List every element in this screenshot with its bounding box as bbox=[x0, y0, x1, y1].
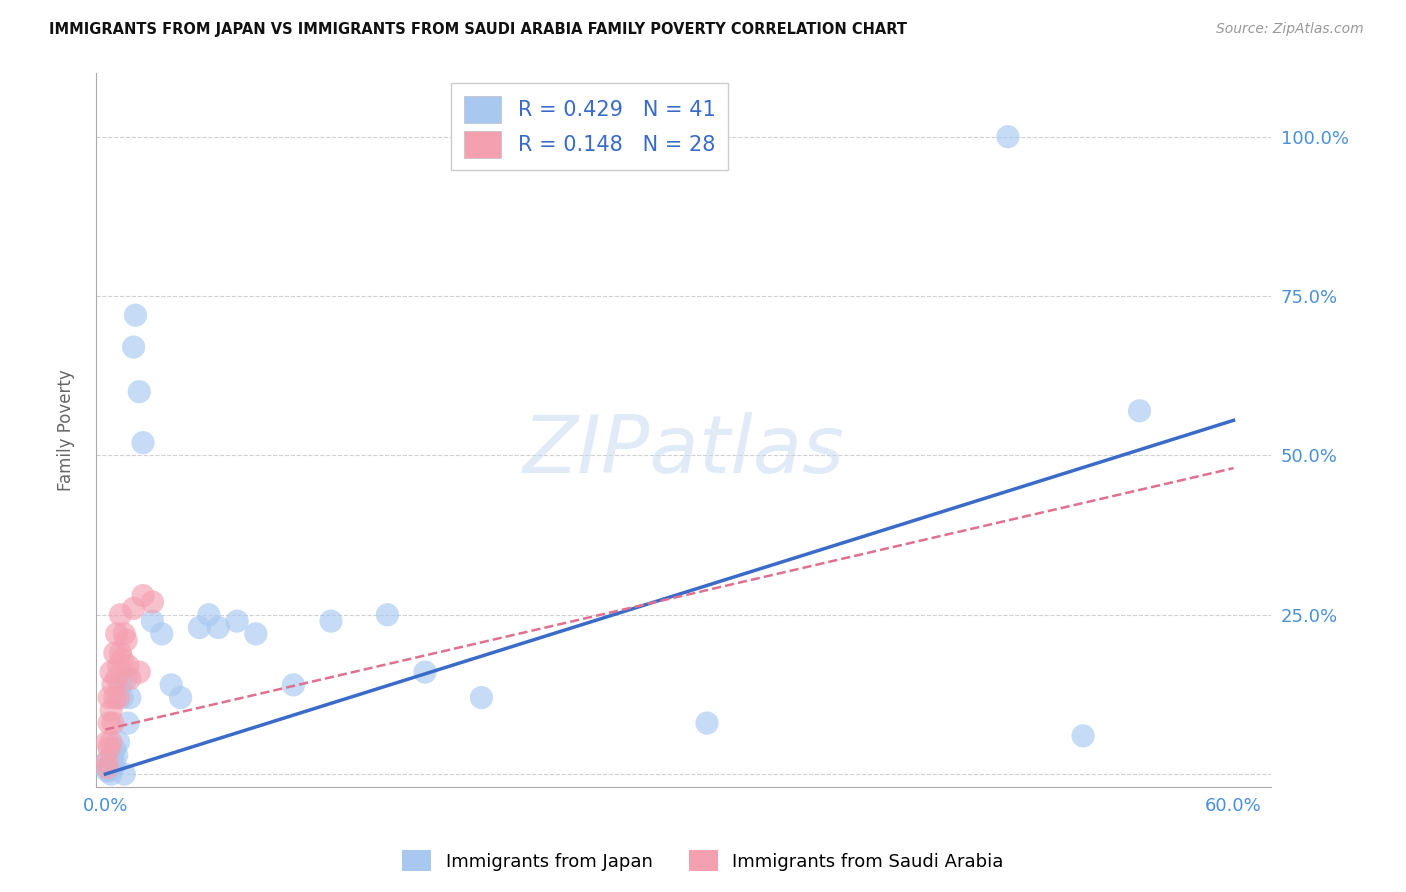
Point bbox=[118, 672, 141, 686]
Point bbox=[283, 678, 305, 692]
Legend: R = 0.429   N = 41, R = 0.148   N = 28: R = 0.429 N = 41, R = 0.148 N = 28 bbox=[451, 83, 728, 170]
Point bbox=[115, 672, 138, 686]
Point bbox=[207, 620, 229, 634]
Point bbox=[141, 595, 163, 609]
Point bbox=[112, 627, 135, 641]
Point bbox=[150, 627, 173, 641]
Point bbox=[105, 747, 128, 762]
Point bbox=[96, 735, 118, 749]
Point bbox=[107, 735, 129, 749]
Point bbox=[105, 672, 128, 686]
Point bbox=[319, 614, 342, 628]
Point bbox=[122, 601, 145, 615]
Point bbox=[470, 690, 492, 705]
Point bbox=[100, 735, 122, 749]
Point bbox=[124, 308, 146, 322]
Point bbox=[107, 690, 129, 705]
Point bbox=[111, 690, 134, 705]
Point bbox=[104, 757, 127, 772]
Point bbox=[110, 607, 132, 622]
Point bbox=[105, 627, 128, 641]
Legend: Immigrants from Japan, Immigrants from Saudi Arabia: Immigrants from Japan, Immigrants from S… bbox=[395, 843, 1011, 879]
Point bbox=[132, 435, 155, 450]
Point bbox=[188, 620, 211, 634]
Y-axis label: Family Poverty: Family Poverty bbox=[58, 369, 75, 491]
Point bbox=[198, 607, 221, 622]
Point bbox=[98, 690, 121, 705]
Point bbox=[1128, 404, 1150, 418]
Point bbox=[118, 690, 141, 705]
Point bbox=[169, 690, 191, 705]
Point bbox=[98, 764, 121, 778]
Point bbox=[98, 716, 121, 731]
Point bbox=[107, 658, 129, 673]
Point bbox=[110, 646, 132, 660]
Point bbox=[101, 747, 124, 762]
Point bbox=[100, 767, 122, 781]
Point bbox=[997, 129, 1019, 144]
Point bbox=[101, 761, 124, 775]
Point bbox=[1071, 729, 1094, 743]
Point bbox=[141, 614, 163, 628]
Point bbox=[111, 652, 134, 666]
Point bbox=[100, 703, 122, 717]
Point bbox=[112, 767, 135, 781]
Point bbox=[128, 665, 150, 679]
Point bbox=[98, 761, 121, 775]
Point bbox=[98, 741, 121, 756]
Point bbox=[101, 716, 124, 731]
Text: IMMIGRANTS FROM JAPAN VS IMMIGRANTS FROM SAUDI ARABIA FAMILY POVERTY CORRELATION: IMMIGRANTS FROM JAPAN VS IMMIGRANTS FROM… bbox=[49, 22, 907, 37]
Point bbox=[101, 678, 124, 692]
Point bbox=[96, 755, 118, 769]
Point bbox=[117, 716, 139, 731]
Point bbox=[128, 384, 150, 399]
Point bbox=[160, 678, 183, 692]
Point bbox=[104, 741, 127, 756]
Point bbox=[100, 755, 122, 769]
Point bbox=[245, 627, 267, 641]
Point bbox=[96, 755, 118, 769]
Point bbox=[413, 665, 436, 679]
Point bbox=[110, 678, 132, 692]
Point bbox=[96, 761, 118, 775]
Point bbox=[96, 764, 118, 778]
Text: Source: ZipAtlas.com: Source: ZipAtlas.com bbox=[1216, 22, 1364, 37]
Point bbox=[377, 607, 399, 622]
Point bbox=[132, 589, 155, 603]
Text: ZIPatlas: ZIPatlas bbox=[523, 412, 845, 491]
Point bbox=[104, 690, 127, 705]
Point bbox=[696, 716, 718, 731]
Point bbox=[122, 340, 145, 354]
Point bbox=[104, 646, 127, 660]
Point bbox=[100, 665, 122, 679]
Point bbox=[100, 761, 122, 775]
Point bbox=[115, 633, 138, 648]
Point bbox=[226, 614, 249, 628]
Point bbox=[117, 658, 139, 673]
